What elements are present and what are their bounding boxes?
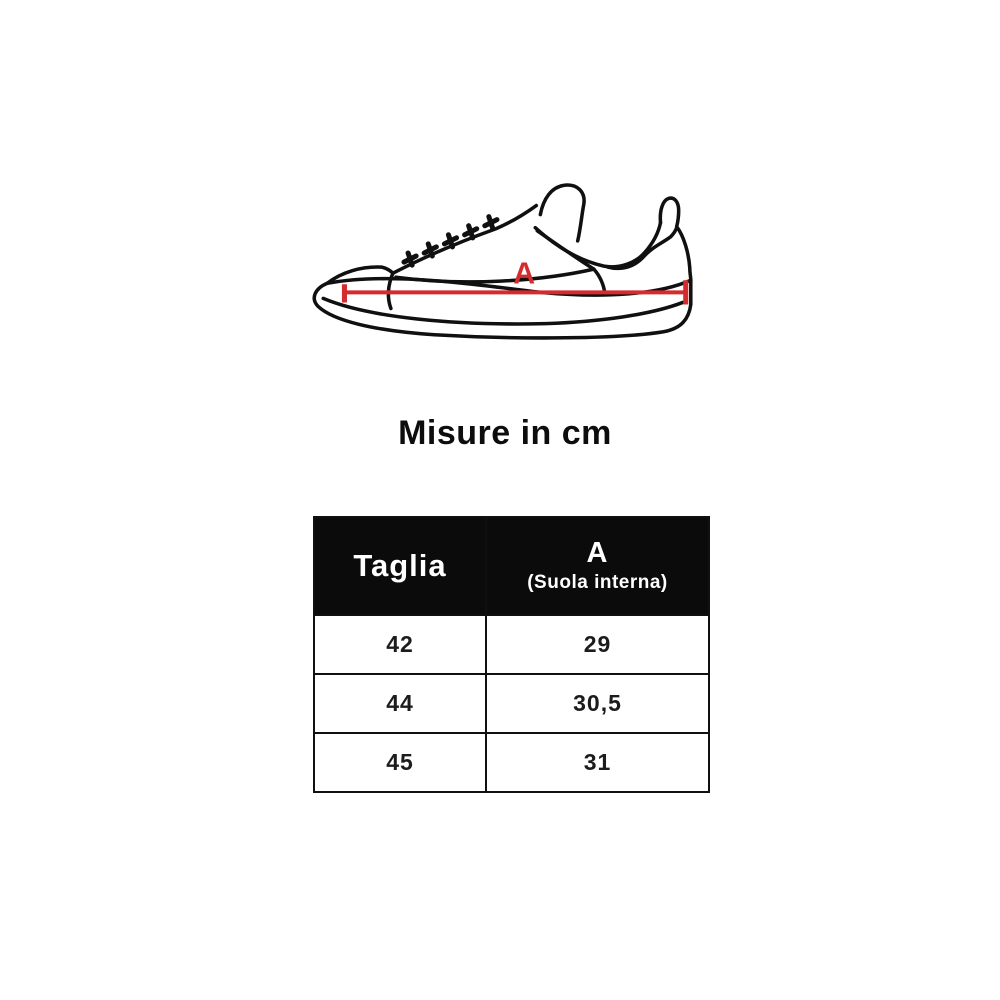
table-row: 42 29 xyxy=(313,614,710,675)
collar-outline xyxy=(533,220,663,269)
sole-outline xyxy=(312,278,693,340)
upper-toe-outline xyxy=(325,265,395,286)
cell-taglia: 44 xyxy=(313,673,487,734)
table-row: 44 30,5 xyxy=(313,673,710,734)
header-cell-taglia: Taglia xyxy=(313,516,487,616)
cell-sole-length: 31 xyxy=(485,732,710,793)
heel-tab-outline xyxy=(658,196,693,283)
heel-overlay-line xyxy=(606,225,679,271)
tongue-outline xyxy=(538,183,586,243)
table-row: 45 31 xyxy=(313,732,710,793)
eyestay-edge xyxy=(391,203,539,275)
header-a-sublabel: (Suola interna) xyxy=(527,571,668,593)
sole-inner-line xyxy=(321,296,685,326)
measurement-label: A xyxy=(513,257,535,290)
page-title: Misure in cm xyxy=(398,414,612,452)
cell-sole-length: 29 xyxy=(485,614,710,675)
sneaker-illustration: A xyxy=(312,183,693,340)
header-taglia-label: Taglia xyxy=(353,548,447,583)
measurement-end-ticks xyxy=(341,280,689,305)
laces xyxy=(401,214,500,268)
quarter-seam-line xyxy=(394,267,607,297)
cell-taglia: 42 xyxy=(313,614,487,675)
cell-taglia: 45 xyxy=(313,732,487,793)
size-table: Taglia A (Suola interna) 42 29 44 30,5 4… xyxy=(313,516,710,793)
cell-sole-length: 30,5 xyxy=(485,673,710,734)
header-cell-sole: A (Suola interna) xyxy=(485,516,710,616)
table-header-row: Taglia A (Suola interna) xyxy=(313,516,710,616)
header-a-label: A xyxy=(586,537,609,570)
